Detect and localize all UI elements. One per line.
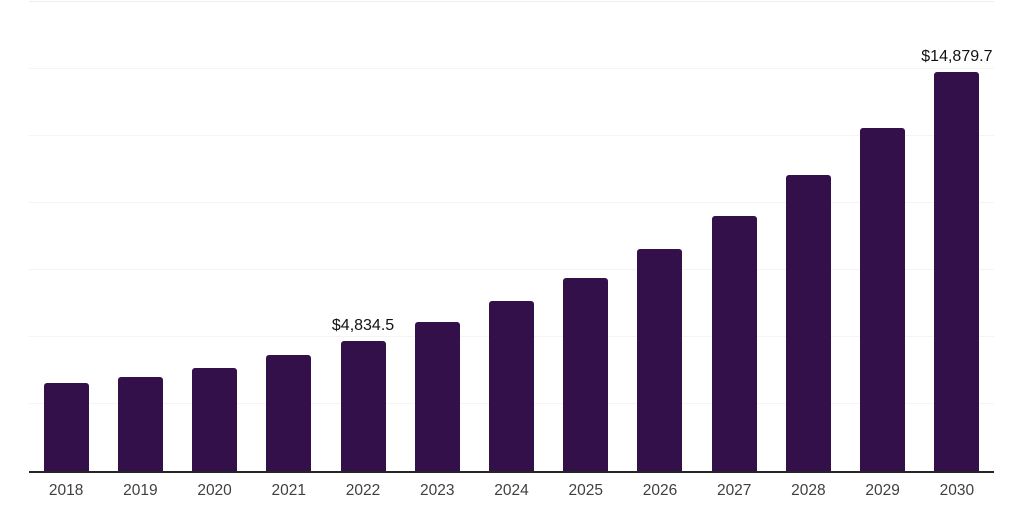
bar-2024[interactable] — [489, 301, 534, 471]
x-tick-2028: 2028 — [791, 482, 826, 499]
x-tick-2027: 2027 — [716, 482, 752, 499]
bar-2023[interactable] — [414, 322, 460, 471]
gridline — [29, 135, 994, 136]
plot-area: 2018 2019 2020 2021 $4,834.5 2022 2023 2024 2025… — [29, 1, 994, 498]
x-tick-2020: 2020 — [197, 482, 232, 499]
x-tick-2029: 2029 — [865, 482, 900, 499]
x-tick-2022: 2022 — [345, 482, 381, 499]
x-tick-2019: 2019 — [123, 482, 158, 499]
bar-2019[interactable] — [117, 377, 163, 471]
x-tick-2025: 2025 — [568, 482, 603, 499]
x-tick-2021: 2021 — [271, 482, 307, 499]
value-label-2030: $14,879.7 — [921, 48, 993, 66]
bar-2022[interactable] — [340, 341, 386, 471]
bar-2027[interactable] — [711, 215, 757, 471]
x-tick-2023: 2023 — [420, 482, 455, 499]
x-tick-2024: 2024 — [494, 482, 529, 499]
value-label-2022: $4,834.5 — [331, 317, 395, 335]
bar-2018[interactable] — [43, 383, 89, 471]
bar-2028[interactable] — [785, 174, 831, 471]
gridline — [29, 269, 994, 270]
plot-top-border — [29, 1, 994, 2]
x-tick-2030: 2030 — [939, 482, 975, 499]
bar-2020[interactable] — [192, 368, 238, 471]
bar-2029[interactable] — [860, 127, 906, 471]
gridline — [29, 202, 994, 203]
bar-2030[interactable] — [934, 72, 980, 471]
x-tick-2026: 2026 — [642, 482, 678, 499]
bar-2026[interactable] — [637, 248, 683, 471]
x-tick-2018: 2018 — [48, 482, 84, 499]
gridline — [29, 68, 994, 69]
bar-2021[interactable] — [266, 355, 312, 471]
bar-2025[interactable] — [563, 277, 609, 471]
